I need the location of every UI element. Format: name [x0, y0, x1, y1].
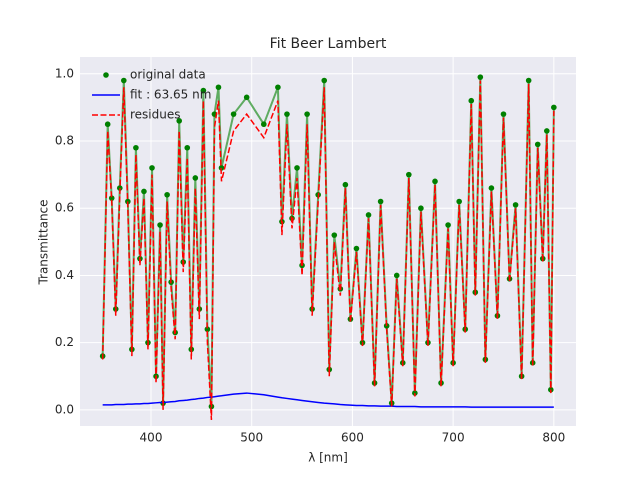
data-point — [176, 118, 182, 124]
data-point — [200, 87, 207, 94]
data-point — [243, 94, 250, 101]
data-point — [104, 121, 111, 128]
chart-title: Fit Beer Lambert — [270, 36, 387, 52]
data-point — [164, 191, 170, 198]
x-tick-label: 800 — [542, 431, 565, 445]
data-point — [500, 111, 507, 117]
data-point — [456, 198, 462, 205]
x-tick-label: 600 — [341, 431, 364, 445]
data-point — [445, 222, 451, 228]
data-point — [157, 222, 163, 228]
x-tick-label: 400 — [140, 431, 163, 445]
data-point — [551, 104, 557, 111]
data-point — [543, 128, 550, 134]
data-point — [275, 84, 281, 91]
x-tick-label: 700 — [442, 431, 465, 445]
data-point — [331, 232, 338, 238]
data-point — [284, 111, 290, 117]
series-line — [102, 392, 554, 408]
y-tick-label: 0.2 — [55, 335, 74, 349]
data-point — [230, 111, 237, 117]
data-point — [321, 77, 328, 84]
data-point — [418, 205, 424, 212]
legend-label: fit : 63.65 nm — [130, 88, 211, 102]
data-point — [393, 272, 400, 279]
y-tick-label: 0.4 — [55, 268, 74, 282]
data-point — [488, 185, 495, 191]
y-tick-label: 1.0 — [55, 66, 74, 80]
series-line — [101, 80, 555, 420]
data-point — [353, 245, 360, 252]
data-point — [121, 77, 127, 84]
y-tick-label: 0.6 — [55, 201, 74, 215]
data-point — [477, 74, 484, 80]
data-point — [468, 97, 475, 104]
data-point — [294, 165, 300, 171]
data-point — [184, 144, 191, 151]
legend-marker — [103, 72, 109, 78]
data-point — [260, 121, 267, 128]
data-point — [412, 390, 418, 396]
y-tick-label: 0.8 — [55, 134, 74, 148]
y-tick-label: 0.0 — [55, 402, 74, 416]
data-point — [192, 175, 199, 181]
y-axis-label: Transmittance — [37, 199, 51, 285]
data-point — [342, 181, 349, 188]
data-point — [149, 165, 155, 171]
data-point — [525, 77, 532, 84]
legend-label: original data — [130, 68, 206, 82]
data-point — [512, 202, 519, 208]
data-point — [406, 171, 412, 178]
data-point — [534, 141, 541, 148]
data-point — [215, 84, 222, 91]
x-tick-label: 500 — [240, 431, 263, 445]
x-axis-label: λ [nm] — [308, 451, 348, 465]
data-point — [133, 144, 139, 151]
data-point — [365, 212, 372, 218]
data-point — [108, 195, 115, 201]
data-point — [204, 326, 211, 333]
legend-label: residues — [130, 108, 181, 122]
data-point — [432, 178, 438, 185]
data-point — [377, 198, 384, 205]
data-point — [141, 188, 147, 195]
data-point — [304, 111, 310, 117]
